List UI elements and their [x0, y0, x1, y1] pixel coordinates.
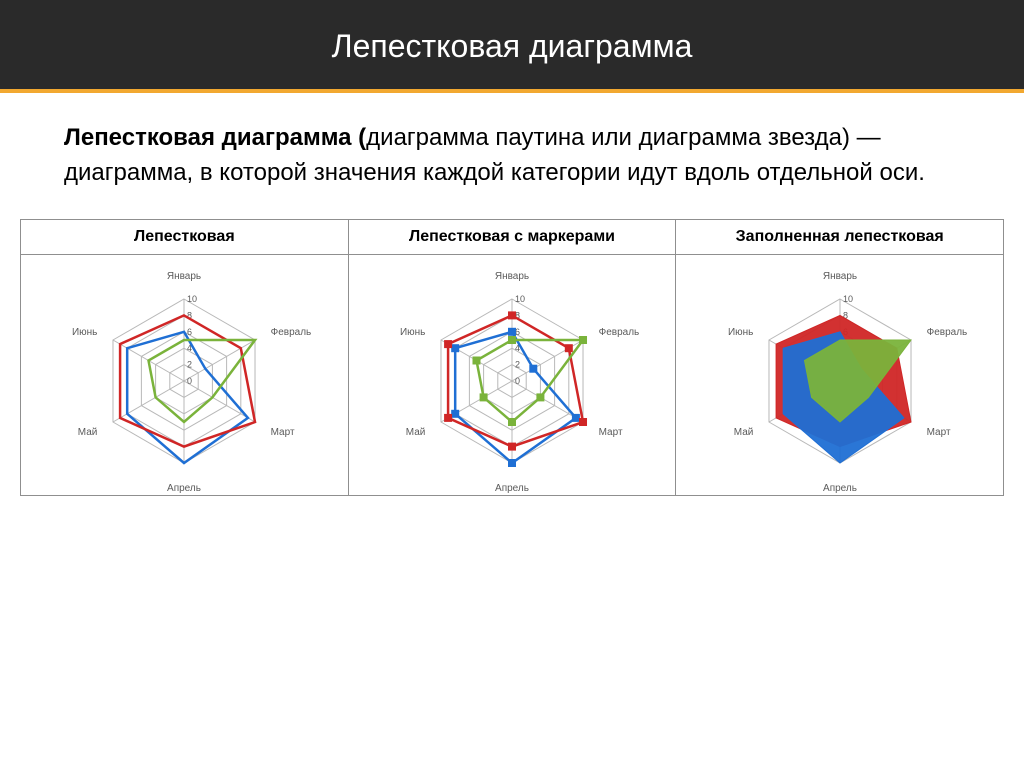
svg-text:Февраль: Февраль [926, 327, 967, 338]
radar-chart: 0246810ЯнварьФевральМартАпрельМайИюнь [349, 255, 676, 495]
svg-text:Май: Май [406, 427, 426, 438]
svg-text:10: 10 [187, 294, 197, 304]
svg-text:10: 10 [843, 294, 853, 304]
svg-text:Февраль: Февраль [599, 327, 640, 338]
svg-text:Март: Март [926, 427, 950, 438]
svg-text:Январь: Январь [823, 271, 857, 282]
svg-text:Апрель: Апрель [495, 483, 529, 494]
svg-text:Январь: Январь [167, 271, 201, 282]
slide-description: Лепестковая диаграмма (диаграмма паутина… [0, 93, 1024, 211]
svg-text:2: 2 [515, 359, 520, 369]
svg-text:Апрель: Апрель [167, 483, 201, 494]
svg-text:Июнь: Июнь [400, 327, 425, 338]
radar-chart: 0246810ЯнварьФевральМартАпрельМайИюнь [21, 255, 348, 495]
chart-cell-0: Лепестковая0246810ЯнварьФевральМартАпрел… [21, 220, 349, 495]
svg-text:Январь: Январь [495, 271, 529, 282]
charts-row: Лепестковая0246810ЯнварьФевральМартАпрел… [20, 219, 1004, 496]
chart-title: Лепестковая [21, 220, 348, 255]
svg-text:Март: Март [599, 427, 623, 438]
slide: Лепестковая диаграмма Лепестковая диагра… [0, 0, 1024, 767]
chart-title: Заполненная лепестковая [676, 220, 1003, 255]
svg-text:Май: Май [733, 427, 753, 438]
svg-text:Апрель: Апрель [823, 483, 857, 494]
description-bold: Лепестковая диаграмма ( [64, 124, 366, 151]
svg-text:10: 10 [515, 294, 525, 304]
radar-chart: 0246810ЯнварьФевральМартАпрельМайИюнь [676, 255, 1003, 495]
svg-text:Июнь: Июнь [72, 327, 97, 338]
slide-title: Лепестковая диаграмма [0, 0, 1024, 93]
chart-title: Лепестковая с маркерами [349, 220, 676, 255]
svg-text:Март: Март [271, 427, 295, 438]
chart-cell-1: Лепестковая с маркерами0246810ЯнварьФевр… [349, 220, 677, 495]
svg-text:0: 0 [187, 376, 192, 386]
chart-cell-2: Заполненная лепестковая0246810ЯнварьФевр… [676, 220, 1003, 495]
svg-text:Июнь: Июнь [728, 327, 753, 338]
svg-text:6: 6 [187, 326, 192, 336]
svg-text:Февраль: Февраль [271, 327, 312, 338]
svg-text:0: 0 [515, 376, 520, 386]
svg-text:2: 2 [187, 359, 192, 369]
svg-text:Май: Май [78, 427, 98, 438]
